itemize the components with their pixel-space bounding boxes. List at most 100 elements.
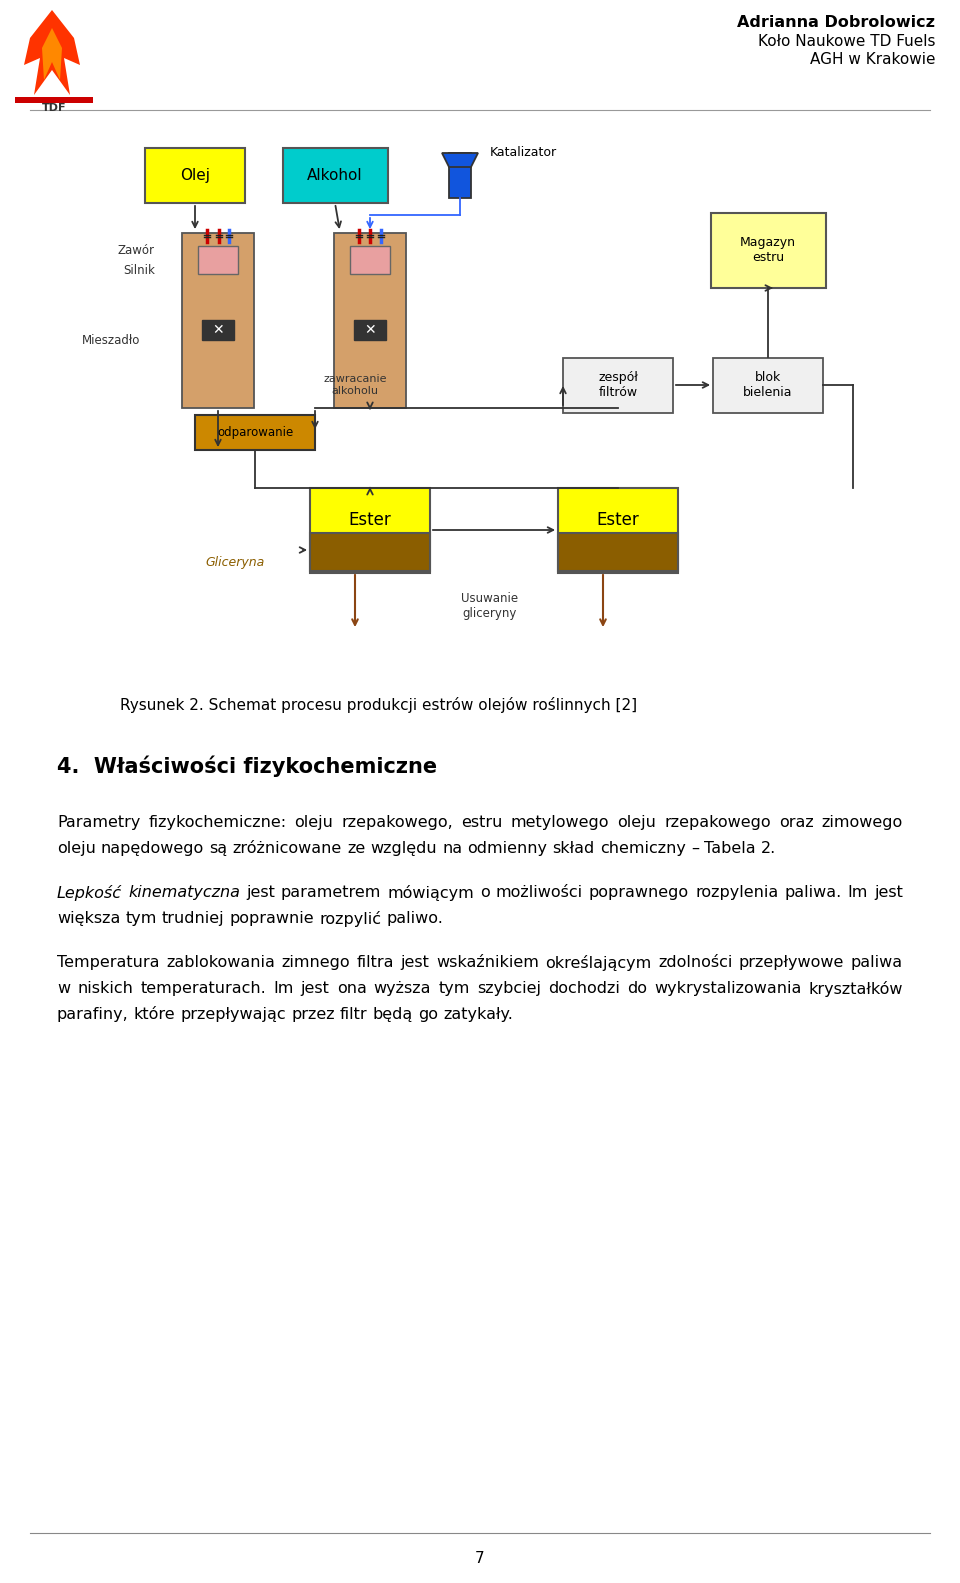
Text: możliwości: możliwości bbox=[495, 885, 583, 901]
Text: odparowanie: odparowanie bbox=[217, 426, 293, 438]
Text: rzepakowego,: rzepakowego, bbox=[342, 815, 453, 829]
Text: temperaturach.: temperaturach. bbox=[140, 981, 266, 996]
Text: przepływając: przepływając bbox=[180, 1007, 286, 1023]
Text: parafiny,: parafiny, bbox=[57, 1007, 129, 1023]
Bar bbox=[182, 233, 254, 407]
Text: większa: większa bbox=[57, 910, 120, 926]
Bar bbox=[563, 358, 673, 413]
Text: Adrianna Dobrolowicz: Adrianna Dobrolowicz bbox=[737, 14, 935, 30]
Text: TDF: TDF bbox=[41, 103, 66, 112]
Text: jest: jest bbox=[400, 955, 429, 970]
Text: wskaźnikiem: wskaźnikiem bbox=[436, 955, 539, 970]
Text: Silnik: Silnik bbox=[123, 263, 155, 277]
Text: o: o bbox=[480, 885, 490, 901]
Text: mówiącym: mówiącym bbox=[387, 885, 474, 901]
Bar bbox=[310, 533, 430, 571]
Text: rozpylić: rozpylić bbox=[320, 910, 381, 928]
Polygon shape bbox=[24, 9, 80, 95]
Text: zatykały.: zatykały. bbox=[444, 1007, 514, 1023]
Text: Magazyn
estru: Magazyn estru bbox=[740, 236, 796, 264]
Text: paliwa: paliwa bbox=[851, 955, 903, 970]
Text: Im: Im bbox=[848, 885, 868, 901]
Text: Usuwanie
gliceryny: Usuwanie gliceryny bbox=[462, 592, 518, 621]
Bar bbox=[558, 533, 678, 571]
Text: przepływowe: przepływowe bbox=[739, 955, 845, 970]
Bar bbox=[713, 358, 823, 413]
Text: ✕: ✕ bbox=[212, 323, 224, 337]
Text: Koło Naukowe TD Fuels: Koło Naukowe TD Fuels bbox=[757, 33, 935, 49]
Bar bbox=[195, 415, 315, 450]
Bar bbox=[449, 152, 471, 198]
Text: paliwo.: paliwo. bbox=[387, 910, 444, 926]
Text: zimowego: zimowego bbox=[822, 815, 903, 829]
Text: filtr: filtr bbox=[340, 1007, 368, 1023]
Text: ze: ze bbox=[347, 841, 365, 856]
Text: fizykochemiczne:: fizykochemiczne: bbox=[149, 815, 286, 829]
Text: rzepakowego: rzepakowego bbox=[664, 815, 771, 829]
Text: chemiczny: chemiczny bbox=[600, 841, 685, 856]
Bar bbox=[202, 320, 234, 340]
Bar bbox=[558, 488, 678, 573]
Text: oleju: oleju bbox=[617, 815, 657, 829]
Text: jest: jest bbox=[875, 885, 903, 901]
Text: zróżnicowane: zróżnicowane bbox=[232, 841, 342, 856]
Text: zespół
filtrów: zespół filtrów bbox=[598, 370, 638, 399]
Text: będą: będą bbox=[372, 1007, 413, 1023]
Text: zdolności: zdolności bbox=[659, 955, 732, 970]
Text: AGH w Krakowie: AGH w Krakowie bbox=[809, 52, 935, 66]
Text: trudniej: trudniej bbox=[162, 910, 225, 926]
Text: 2.: 2. bbox=[760, 841, 776, 856]
Text: kinematyczna: kinematyczna bbox=[128, 885, 240, 901]
Text: dochodzi: dochodzi bbox=[548, 981, 620, 996]
Bar bbox=[310, 488, 430, 573]
Text: są: są bbox=[209, 841, 228, 856]
Text: tym: tym bbox=[126, 910, 156, 926]
Text: Temperatura: Temperatura bbox=[57, 955, 159, 970]
Text: paliwa.: paliwa. bbox=[784, 885, 842, 901]
Text: blok
bielenia: blok bielenia bbox=[743, 370, 793, 399]
Text: jest: jest bbox=[246, 885, 275, 901]
Text: ona: ona bbox=[337, 981, 367, 996]
Text: estru: estru bbox=[462, 815, 503, 829]
Text: jest: jest bbox=[300, 981, 329, 996]
Text: zablokowania: zablokowania bbox=[166, 955, 275, 970]
Text: Im: Im bbox=[274, 981, 294, 996]
Text: go: go bbox=[419, 1007, 439, 1023]
Text: wykrystalizowania: wykrystalizowania bbox=[654, 981, 802, 996]
Text: niskich: niskich bbox=[77, 981, 133, 996]
Bar bbox=[350, 245, 390, 274]
Bar bbox=[282, 147, 388, 203]
Text: Gliceryna: Gliceryna bbox=[205, 556, 265, 568]
Text: Rysunek 2. Schemat procesu produkcji estrów olejów roślinnych [2]: Rysunek 2. Schemat procesu produkcji est… bbox=[120, 697, 637, 712]
Bar bbox=[334, 233, 406, 407]
Text: parametrem: parametrem bbox=[281, 885, 381, 901]
Text: wyższa: wyższa bbox=[373, 981, 431, 996]
Text: oraz: oraz bbox=[779, 815, 814, 829]
Text: poprawnego: poprawnego bbox=[589, 885, 689, 901]
Text: odmienny: odmienny bbox=[468, 841, 547, 856]
Text: kryształków: kryształków bbox=[808, 981, 903, 997]
Text: określającym: określającym bbox=[545, 955, 652, 970]
Text: metylowego: metylowego bbox=[511, 815, 610, 829]
Text: przez: przez bbox=[292, 1007, 335, 1023]
Text: w: w bbox=[57, 981, 70, 996]
Text: względu: względu bbox=[371, 841, 437, 856]
Polygon shape bbox=[442, 154, 478, 166]
Text: 7: 7 bbox=[475, 1551, 485, 1566]
Text: oleju: oleju bbox=[295, 815, 333, 829]
Text: które: które bbox=[133, 1007, 176, 1023]
Text: filtra: filtra bbox=[356, 955, 394, 970]
Text: na: na bbox=[443, 841, 463, 856]
Text: Lepkość: Lepkość bbox=[57, 885, 122, 901]
Bar bbox=[354, 320, 386, 340]
Text: rozpylenia: rozpylenia bbox=[695, 885, 779, 901]
Text: Mieszadło: Mieszadło bbox=[82, 334, 140, 347]
Polygon shape bbox=[42, 28, 62, 81]
Text: Ester: Ester bbox=[348, 511, 392, 529]
Text: zimnego: zimnego bbox=[281, 955, 350, 970]
Text: Zawór: Zawór bbox=[118, 244, 155, 256]
Text: Alkohol: Alkohol bbox=[307, 168, 363, 182]
Text: 4.  Właściwości fizykochemiczne: 4. Właściwości fizykochemiczne bbox=[57, 755, 437, 777]
Bar bbox=[145, 147, 245, 203]
Text: Tabela: Tabela bbox=[704, 841, 756, 856]
